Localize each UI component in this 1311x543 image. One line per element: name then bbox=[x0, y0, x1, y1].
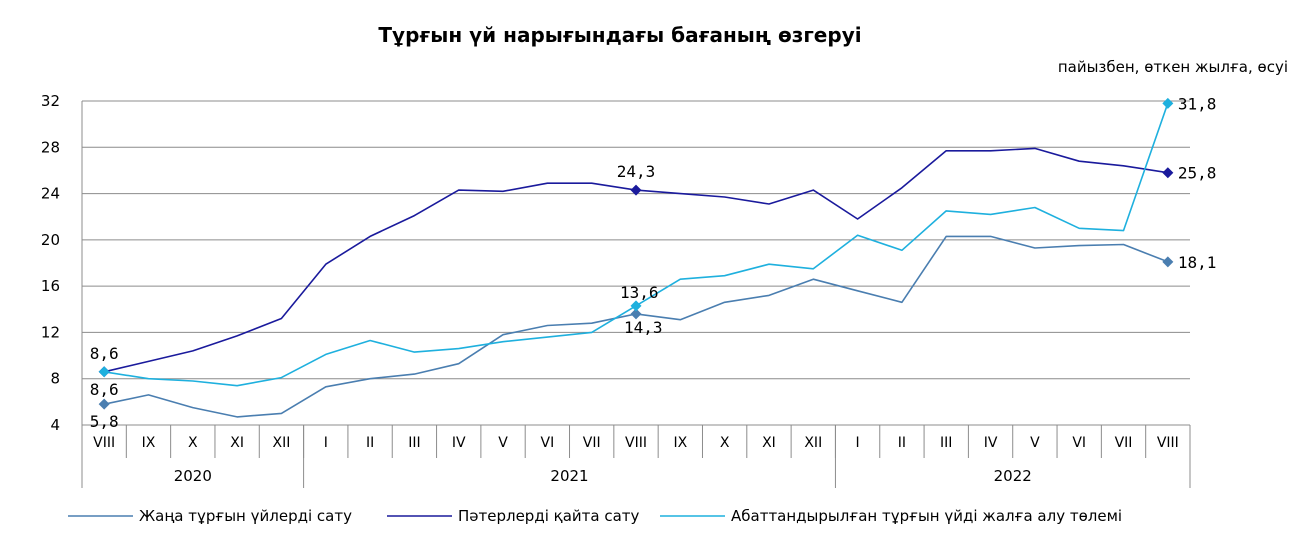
y-axis: 4 8 12 16 20 24 28 32 bbox=[41, 92, 83, 434]
x-tick-label: II bbox=[366, 435, 374, 451]
legend-label: Пәтерлерді қайта сату bbox=[458, 507, 640, 525]
y-tick-label: 12 bbox=[41, 323, 60, 341]
x-tick-label: IV bbox=[452, 435, 466, 451]
data-label: 8,6 bbox=[90, 344, 119, 363]
y-tick-label: 28 bbox=[41, 138, 60, 156]
year-label: 2021 bbox=[550, 467, 588, 485]
series-markers bbox=[98, 97, 1174, 410]
x-tick-label: VI bbox=[1072, 435, 1086, 451]
data-point-marker bbox=[630, 300, 642, 312]
data-point-marker bbox=[630, 308, 642, 320]
x-tick-label: I bbox=[324, 435, 328, 451]
y-tick-label: 16 bbox=[41, 277, 60, 295]
data-labels: 5,8 14,3 18,1 8,6 24,3 25,8 8,6 13,6 31,8 bbox=[90, 94, 1217, 431]
data-label: 18,1 bbox=[1178, 253, 1217, 272]
x-tick-label: VIII bbox=[625, 435, 647, 451]
chart-title: Тұрғын үй нарығындағы бағаның өзгеруі bbox=[378, 23, 861, 47]
data-point-marker bbox=[1162, 97, 1174, 109]
x-tick-label: X bbox=[188, 435, 198, 451]
legend: Жаңа тұрғын үйлерді сату Пәтерлерді қайта… bbox=[68, 507, 1122, 525]
x-tick-label: I bbox=[856, 435, 860, 451]
x-tick-label: XI bbox=[230, 435, 244, 451]
x-tick-label: XII bbox=[804, 435, 822, 451]
legend-label: Абаттандырылған тұрғын үйді жалға алу тө… bbox=[731, 507, 1122, 525]
y-tick-label: 24 bbox=[41, 185, 60, 203]
data-label: 31,8 bbox=[1178, 94, 1217, 113]
x-tick-label: XII bbox=[273, 435, 291, 451]
y-tick-label: 4 bbox=[50, 416, 60, 434]
year-label: 2022 bbox=[994, 467, 1032, 485]
series-lines bbox=[104, 103, 1169, 418]
x-tick-label: III bbox=[940, 435, 952, 451]
series-line-2 bbox=[104, 147, 1168, 373]
x-tick-label: V bbox=[1030, 435, 1040, 451]
x-tick-label: III bbox=[408, 435, 420, 451]
data-label: 25,8 bbox=[1178, 164, 1217, 183]
data-label: 13,6 bbox=[620, 283, 659, 302]
data-label: 14,3 bbox=[624, 318, 663, 337]
y-tick-label: 32 bbox=[41, 92, 60, 110]
x-axis: VIII IX X XI XII I II III IV V VI VII VIII IX X XI XII I I… bbox=[81, 425, 1191, 488]
data-label: 24,3 bbox=[617, 162, 656, 181]
y-tick-label: 20 bbox=[41, 231, 60, 249]
data-point-marker bbox=[98, 366, 110, 378]
x-tick-label: VIII bbox=[1157, 435, 1179, 451]
data-point-marker bbox=[1162, 167, 1174, 179]
year-label: 2020 bbox=[174, 467, 212, 485]
x-tick-label: IX bbox=[142, 435, 156, 451]
data-point-marker bbox=[630, 184, 642, 196]
chart-subtitle: пайызбен, өткен жылға, өсуі bbox=[1058, 58, 1288, 76]
x-tick-label: VII bbox=[583, 435, 601, 451]
x-tick-label: VIII bbox=[93, 435, 115, 451]
y-tick-label: 8 bbox=[50, 370, 60, 388]
x-tick-label: XI bbox=[762, 435, 776, 451]
x-tick-label: II bbox=[898, 435, 906, 451]
data-point-marker bbox=[1162, 256, 1174, 268]
x-tick-label: V bbox=[498, 435, 508, 451]
data-point-marker bbox=[98, 398, 110, 410]
x-tick-label: IX bbox=[673, 435, 687, 451]
x-tick-label: VI bbox=[541, 435, 555, 451]
x-tick-label: VII bbox=[1115, 435, 1133, 451]
x-tick-label: IV bbox=[984, 435, 998, 451]
legend-label: Жаңа тұрғын үйлерді сату bbox=[139, 507, 352, 525]
data-label: 5,8 bbox=[90, 412, 119, 431]
series-line-3 bbox=[104, 103, 1169, 387]
x-tick-label: X bbox=[720, 435, 730, 451]
data-label: 8,6 bbox=[90, 380, 119, 399]
